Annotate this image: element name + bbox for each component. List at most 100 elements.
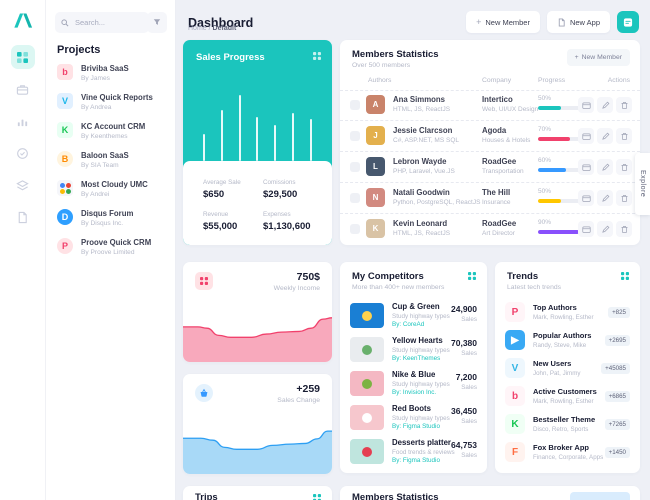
sales-stats-panel: Average Sale $650 Comissions $29,500 Rev… (183, 161, 332, 245)
competitor-name: Red Boots (392, 404, 431, 413)
card-menu-icon[interactable] (468, 272, 476, 280)
view-button[interactable] (578, 128, 594, 144)
company-field: Houses & Hotels (482, 137, 531, 144)
competitors-card: My Competitors More than 400+ new member… (340, 262, 487, 473)
card-menu-icon[interactable] (313, 52, 321, 60)
card-menu-icon[interactable] (313, 494, 321, 500)
stat-label: Average Sale (203, 179, 241, 186)
project-owner: By Keenthemes (81, 133, 128, 140)
edit-button[interactable] (597, 97, 613, 113)
project-logo-icon: V (57, 93, 73, 109)
competitors-list: Cup & Green Study highway types By: CoreAd… (350, 300, 477, 470)
search-box[interactable] (55, 12, 149, 33)
view-button[interactable] (578, 97, 594, 113)
delete-button[interactable] (616, 221, 632, 237)
view-button[interactable] (578, 190, 594, 206)
column-company: Company (482, 77, 512, 84)
bottom-partial-button[interactable] (570, 492, 630, 500)
file-icon (18, 211, 27, 223)
table-row[interactable]: K Kevin Leonard HTML, JS, ReactJS RoadGee Ar… (340, 214, 640, 244)
progress-fill (538, 137, 571, 141)
project-item[interactable]: K KC Account CRM By Keenthemes (57, 122, 171, 140)
table-row[interactable]: A Ana Simmons HTML, JS, ReactJS Intertico We… (340, 90, 640, 121)
competitor-author-link[interactable]: By: Figma Studio (392, 457, 440, 464)
view-button[interactable] (578, 159, 594, 175)
table-row[interactable]: L Lebron Wayde PHP, Laravel, Vue.JS RoadGee… (340, 152, 640, 183)
author-cell: Lebron Wayde PHP, Laravel, Vue.JS (393, 157, 455, 175)
project-text: Most Cloudy UMC By Andrei (81, 180, 148, 198)
row-checkbox[interactable] (350, 193, 360, 203)
competitor-name: Nike & Blue (392, 370, 436, 379)
trend-badge: +825 (608, 307, 630, 318)
project-text: Vine Quick Reports By Andrea (81, 93, 153, 111)
project-item[interactable]: Most Cloudy UMC By Andrei (57, 180, 171, 198)
progress-label: 50% (538, 95, 552, 102)
trend-text: Fox Broker App Finance, Corporate, Apps (533, 443, 603, 461)
competitor-item: Nike & Blue Study highway types By: Invisi… (350, 368, 477, 402)
row-checkbox[interactable] (350, 224, 360, 234)
rail-item-tasks[interactable] (11, 141, 35, 165)
layers-icon (16, 179, 29, 190)
delete-button[interactable] (616, 190, 632, 206)
search-input[interactable] (73, 17, 141, 28)
company-cell: Intertico Web, UI/UX Design (482, 95, 538, 113)
members-table-body: A Ana Simmons HTML, JS, ReactJS Intertico We… (340, 90, 640, 244)
competitor-author-link[interactable]: By: KeenThemes (392, 355, 441, 362)
column-authors: Authors (368, 77, 392, 84)
sales-value: 7,200 (455, 372, 477, 382)
competitor-author-link[interactable]: By: CoreAd (392, 321, 425, 328)
project-item[interactable]: P Proove Quick CRM By Proove Limited (57, 238, 171, 256)
edit-button[interactable] (597, 159, 613, 175)
company-cell: RoadGee Art Director (482, 219, 516, 237)
delete-button[interactable] (616, 159, 632, 175)
edit-button[interactable] (597, 190, 613, 206)
explore-tab[interactable]: Explore (635, 153, 650, 215)
table-row[interactable]: J Jessie Clarcson C#, ASP.NET, MS SQL Agoda… (340, 121, 640, 152)
competitor-thumbnail (350, 405, 384, 430)
plus-icon: + (476, 17, 482, 27)
row-checkbox[interactable] (350, 131, 360, 141)
project-item[interactable]: V Vine Quick Reports By Andrea (57, 93, 171, 111)
filter-button[interactable] (147, 12, 167, 33)
project-name: Baloon SaaS (81, 151, 129, 160)
delete-button[interactable] (616, 128, 632, 144)
rail-item-dashboard[interactable] (10, 45, 35, 69)
edit-button[interactable] (597, 128, 613, 144)
row-checkbox[interactable] (350, 162, 360, 172)
project-name: Vine Quick Reports (81, 93, 153, 102)
progress-label: 90% (538, 219, 552, 226)
rail-item-documents[interactable] (11, 205, 35, 229)
view-button[interactable] (578, 221, 594, 237)
file-icon (558, 17, 565, 27)
rail-item-charts[interactable] (11, 109, 35, 133)
quick-actions-button[interactable] (617, 11, 639, 33)
project-item[interactable]: B Baloon SaaS By SIA Team (57, 151, 171, 169)
members-new-member-button[interactable]: + New Member (566, 49, 630, 66)
delete-button[interactable] (616, 97, 632, 113)
project-name: Most Cloudy UMC (81, 180, 148, 189)
check-circle-icon (17, 147, 28, 159)
project-item[interactable]: b Briviba SaaS By James (57, 64, 171, 82)
app-logo[interactable] (10, 9, 36, 31)
card-menu-icon[interactable] (621, 272, 629, 280)
author-skills: Python, PostgreSQL, ReactJS (393, 199, 481, 206)
edit-button[interactable] (597, 221, 613, 237)
trends-subtitle: Latest tech trends (507, 284, 562, 291)
dots-grid-icon (200, 277, 208, 285)
row-checkbox[interactable] (350, 100, 360, 110)
explore-label: Explore (639, 170, 646, 198)
competitor-author-link[interactable]: By: Invision Inc. (392, 389, 437, 396)
stat-value: $650 (203, 189, 225, 200)
new-member-button[interactable]: + New Member (466, 11, 540, 33)
breadcrumb-home[interactable]: Home (188, 25, 207, 32)
competitor-name: Cup & Green (392, 302, 440, 311)
competitor-name: Yellow Hearts (392, 336, 443, 345)
new-app-button[interactable]: New App (546, 11, 610, 33)
weekly-income-value: 750$ (296, 271, 320, 283)
table-row[interactable]: N Natali Goodwin Python, PostgreSQL, React… (340, 183, 640, 214)
progress-cell: 60% (538, 157, 584, 172)
rail-item-projects[interactable] (11, 77, 35, 101)
rail-item-layers[interactable] (11, 173, 35, 197)
project-item[interactable]: D Disqus Forum By Disqus Inc. (57, 209, 171, 227)
competitor-author-link[interactable]: By: Figma Studio (392, 423, 440, 430)
